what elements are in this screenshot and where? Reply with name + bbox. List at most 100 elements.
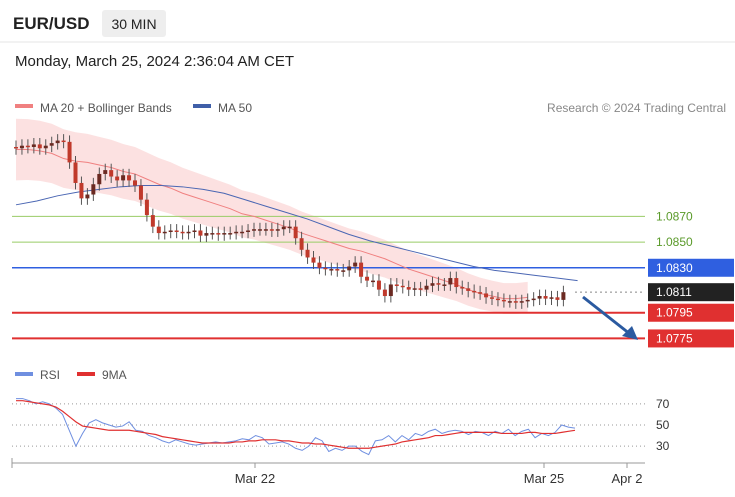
level-badge-1.0795	[648, 303, 734, 322]
candle	[484, 293, 489, 298]
candle	[133, 180, 137, 186]
symbol-title: EUR/USD	[13, 14, 90, 33]
rsi-ma9-line	[16, 400, 576, 449]
candle	[555, 297, 560, 300]
rsi-tick-70: 70	[656, 397, 670, 411]
candle	[79, 182, 84, 199]
candle	[257, 229, 262, 231]
candle	[162, 231, 167, 234]
candle	[353, 262, 358, 267]
candle	[222, 233, 227, 235]
candle	[43, 145, 48, 149]
candle	[121, 175, 126, 181]
candle	[234, 231, 239, 234]
candle	[14, 146, 18, 149]
level-badge-1.0830	[648, 258, 734, 277]
candle	[317, 262, 322, 268]
candle	[460, 287, 465, 289]
candle	[400, 285, 405, 288]
candle	[525, 299, 530, 302]
rsi-line	[16, 398, 576, 456]
candle	[436, 283, 441, 285]
rsi-tick-50: 50	[656, 418, 670, 432]
candle	[454, 278, 459, 288]
rsi-legend-label: RSI	[40, 368, 60, 382]
candle	[466, 288, 471, 291]
candle	[252, 229, 256, 231]
forecast-arrowhead	[622, 326, 638, 340]
candle	[127, 175, 132, 181]
rsi-legend-swatch	[15, 372, 33, 376]
candle	[519, 301, 524, 303]
candle	[73, 162, 78, 183]
research-credit: Research © 2024 Trading Central	[547, 101, 726, 115]
candle	[329, 269, 334, 271]
candle	[359, 262, 364, 277]
ma9-legend-swatch	[77, 372, 95, 376]
candle	[448, 278, 453, 285]
candle	[103, 170, 108, 174]
candle	[263, 229, 268, 231]
x-tick-label: Mar 22	[235, 471, 275, 486]
candle	[561, 292, 566, 300]
ma50-legend-swatch	[193, 104, 211, 108]
candle	[371, 280, 375, 283]
candle	[281, 226, 286, 230]
candle	[365, 276, 370, 281]
candle	[228, 233, 233, 235]
candle	[418, 288, 423, 290]
candle	[293, 226, 298, 239]
candle	[299, 238, 304, 250]
candle	[430, 283, 435, 286]
candle	[240, 231, 245, 234]
candle	[25, 145, 30, 148]
candle	[269, 229, 274, 231]
candle	[382, 289, 387, 297]
candle	[156, 226, 161, 234]
level-badge-1.0811	[648, 283, 734, 302]
candle	[55, 140, 60, 144]
candle	[174, 230, 179, 233]
candle	[61, 140, 66, 143]
ma20-line	[16, 149, 528, 300]
candle	[168, 230, 173, 233]
candle	[210, 233, 215, 235]
candle	[192, 230, 197, 233]
candle	[275, 229, 280, 231]
ma50-legend-label: MA 50	[218, 101, 252, 115]
candle	[376, 280, 381, 290]
ma9-legend-label: 9MA	[102, 368, 127, 382]
candle	[37, 144, 42, 149]
level-label-1.0795: 1.0795	[656, 306, 693, 320]
candle	[204, 233, 209, 236]
candle	[495, 298, 500, 301]
candle	[501, 299, 506, 302]
candle	[347, 266, 352, 271]
timeframe-badge[interactable]: 30 MIN	[111, 16, 156, 32]
candle	[138, 185, 143, 200]
report-datetime: Monday, March 25, 2024 2:36:04 AM CET	[15, 53, 294, 70]
candle	[115, 176, 120, 181]
level-label-1.0830: 1.0830	[656, 261, 693, 275]
candle	[406, 287, 411, 290]
candle	[549, 297, 554, 299]
candle	[91, 184, 96, 195]
candle	[198, 230, 203, 236]
candle	[246, 230, 251, 233]
candle	[19, 145, 24, 149]
candle	[186, 231, 191, 234]
time-axis: Mar 22 Mar 25 Apr 2	[11, 458, 643, 486]
candle	[424, 285, 429, 290]
candle	[150, 215, 155, 227]
x-tick-label: Apr 2	[611, 471, 642, 486]
candle	[442, 284, 447, 286]
level-label-1.0811: 1.0811	[656, 285, 692, 299]
candle	[388, 284, 393, 297]
candle	[287, 226, 292, 229]
candle	[49, 143, 54, 146]
candle	[478, 292, 483, 294]
candle	[472, 290, 477, 293]
level-label-1.0850: 1.0850	[656, 235, 693, 249]
candle	[507, 301, 512, 303]
